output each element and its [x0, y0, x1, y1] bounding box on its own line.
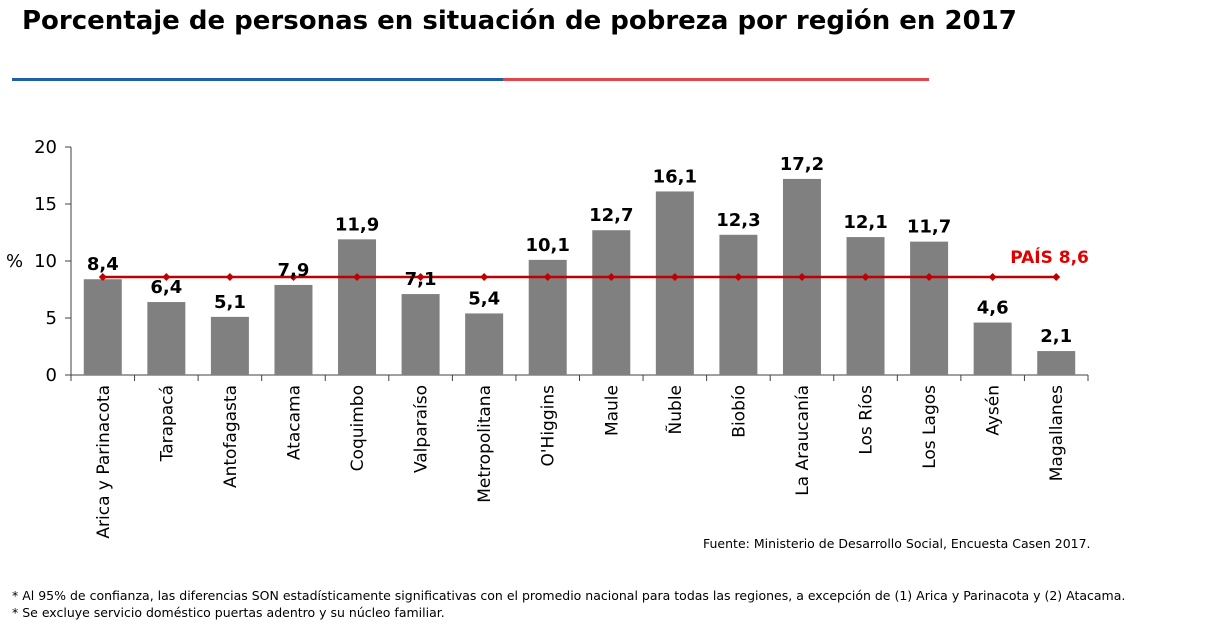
x-tick-label: Coquimbo: [348, 385, 368, 471]
x-tick-label: La Araucanía: [793, 385, 813, 496]
bar: [401, 294, 440, 375]
x-tick-label: Ñuble: [664, 385, 686, 434]
source-note: Fuente: Ministerio de Desarrollo Social,…: [703, 536, 1091, 551]
reference-marker: [988, 272, 997, 281]
data-label: 12,7: [589, 205, 633, 226]
x-tick-label: Magallanes: [1047, 385, 1067, 481]
bar: [83, 279, 122, 375]
bar: [274, 284, 313, 375]
reference-marker: [543, 272, 552, 281]
data-label: 12,3: [716, 210, 760, 231]
x-tick-label: Antofagasta: [221, 385, 241, 488]
x-tick-label: Aysén: [984, 385, 1004, 436]
data-label: 10,1: [526, 235, 570, 256]
y-tick-label: 20: [34, 137, 57, 158]
x-tick-label: Valparaíso: [412, 385, 432, 473]
x-tick-label: Los Ríos: [857, 385, 877, 455]
bar: [465, 313, 504, 375]
data-label: 6,4: [150, 277, 182, 298]
data-label: 7,9: [278, 260, 310, 281]
reference-marker: [416, 272, 425, 281]
bar: [973, 322, 1012, 375]
data-label: 4,6: [977, 298, 1009, 319]
bar: [910, 241, 949, 375]
x-tick-label: Biobío: [729, 385, 749, 438]
reference-marker: [1052, 272, 1061, 281]
reference-marker: [480, 272, 489, 281]
x-tick-label: Maule: [602, 385, 622, 436]
data-label: 2,1: [1040, 326, 1072, 347]
bar: [592, 230, 631, 375]
reference-marker: [162, 272, 171, 281]
x-tick-label: O'Higgins: [539, 385, 559, 467]
title-rule-red: [503, 78, 929, 81]
x-tick-label: Los Lagos: [920, 385, 940, 469]
y-tick-label: 10: [34, 251, 57, 272]
bar: [846, 237, 885, 375]
x-tick-label: Metropolitana: [475, 385, 495, 503]
bar: [147, 302, 186, 375]
data-label: 8,4: [87, 254, 119, 275]
chart-title: Porcentaje de personas en situación de p…: [22, 6, 1017, 36]
data-label: 17,2: [780, 154, 824, 175]
data-label: 5,1: [214, 292, 246, 313]
reference-marker: [925, 272, 934, 281]
footnote-significance: * Al 95% de confianza, las diferencias S…: [12, 588, 1126, 603]
bar: [338, 239, 377, 375]
x-tick-label: Arica y Parinacota: [94, 385, 114, 539]
x-tick-label: Tarapacá: [157, 385, 177, 462]
data-label: 11,9: [335, 214, 379, 235]
reference-marker: [98, 272, 107, 281]
bar: [1037, 351, 1076, 375]
reference-marker: [225, 272, 234, 281]
reference-marker: [861, 272, 870, 281]
reference-label: PAÍS 8,6: [1010, 246, 1089, 268]
data-label: 5,4: [468, 288, 500, 309]
bar: [655, 191, 694, 375]
y-tick-label: 15: [34, 194, 57, 215]
y-tick-label: 0: [46, 365, 57, 386]
data-label: 16,1: [653, 166, 697, 187]
footnote-exclusion: * Se excluye servicio doméstico puertas …: [12, 605, 445, 620]
y-axis-label: %: [6, 251, 23, 272]
data-label: 7,1: [405, 269, 437, 290]
reference-marker: [670, 272, 679, 281]
bar-chart: 0 5 10 15 20% PAÍS 8,6 8,4 6,4 5,1 7,9 11,9 7,1 5,4 1…: [6, 137, 1089, 539]
bar: [210, 316, 249, 375]
reference-marker: [289, 272, 298, 281]
reference-marker: [734, 272, 743, 281]
reference-marker: [797, 272, 806, 281]
reference-marker: [353, 272, 362, 281]
y-tick-label: 5: [46, 308, 57, 329]
bar: [719, 234, 758, 375]
data-label: 12,1: [843, 212, 887, 233]
reference-marker: [607, 272, 616, 281]
title-rule-blue: [12, 78, 503, 81]
x-tick-label: Atacama: [284, 385, 304, 460]
data-label: 11,7: [907, 217, 951, 238]
